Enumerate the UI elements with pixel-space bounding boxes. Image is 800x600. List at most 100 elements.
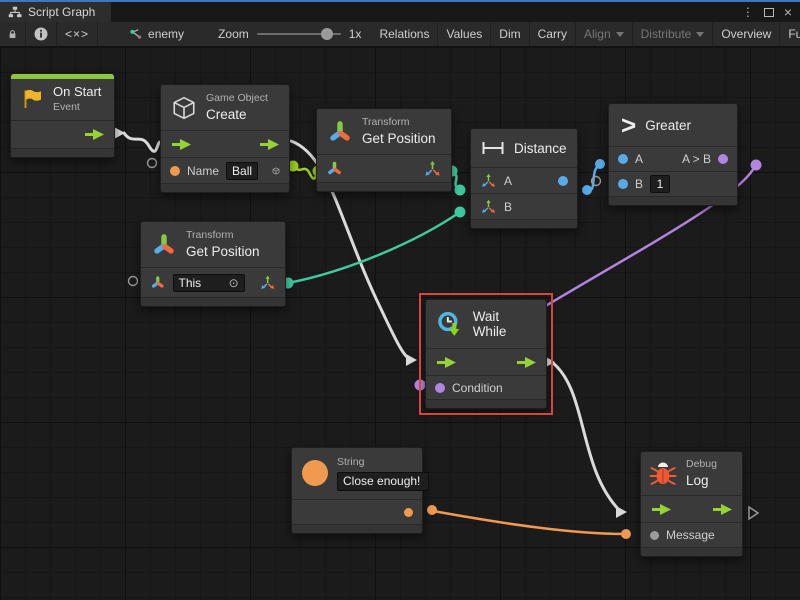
overview-button[interactable]: Overview xyxy=(713,22,781,46)
zoom-label: Zoom xyxy=(218,27,249,41)
node-subtitle: Event xyxy=(53,100,80,113)
port-dot-string[interactable] xyxy=(427,505,437,515)
node-title: Greater xyxy=(645,117,691,133)
transform-icon[interactable] xyxy=(326,160,343,177)
zoom-slider[interactable] xyxy=(256,28,341,40)
wire-create-to-waitwhile[interactable] xyxy=(289,139,413,362)
port-dot-string[interactable] xyxy=(404,507,413,517)
unconnected-port-circle[interactable] xyxy=(590,175,602,187)
flag-icon xyxy=(24,90,41,109)
vector3-icon[interactable] xyxy=(423,159,442,178)
distribute-dropdown[interactable]: Distribute xyxy=(633,22,714,46)
node-footer xyxy=(426,399,546,408)
flow-out-arrow-icon[interactable] xyxy=(83,128,105,141)
window-controls: ⋮ × xyxy=(742,2,800,22)
flow-in-arrow-icon[interactable] xyxy=(435,356,457,369)
node-distance[interactable]: Distance A B xyxy=(470,128,578,229)
vector3-icon[interactable] xyxy=(480,198,497,215)
vector3-icon[interactable] xyxy=(480,172,497,189)
port-dot-float[interactable] xyxy=(558,175,568,186)
port-dot-float[interactable] xyxy=(582,185,592,195)
wire-getpositionmid-to-distance-b[interactable] xyxy=(286,210,462,285)
close-icon[interactable]: × xyxy=(783,4,792,20)
align-dropdown[interactable]: Align xyxy=(576,22,633,46)
flow-out-arrow-icon[interactable] xyxy=(258,138,280,151)
name-input[interactable]: Ball xyxy=(226,161,259,180)
node-string[interactable]: String Close enough! xyxy=(291,447,429,535)
cube-icon xyxy=(173,96,195,119)
unconnected-flow-triangle[interactable] xyxy=(748,505,760,521)
port-b-row: B xyxy=(471,193,577,219)
port-dot-vector3[interactable] xyxy=(454,184,466,196)
node-title: Create xyxy=(206,106,247,122)
node-wait-while[interactable]: Wait While Condition xyxy=(425,299,547,409)
port-dot-boolean[interactable] xyxy=(750,159,762,171)
node-footer xyxy=(471,219,577,228)
graph-reference[interactable]: enemy xyxy=(122,22,190,46)
port-dot-float[interactable] xyxy=(618,179,628,189)
flow-out-arrow-icon[interactable] xyxy=(515,356,537,369)
port-dot-boolean[interactable] xyxy=(414,379,426,391)
vector3-icon[interactable] xyxy=(259,273,276,292)
port-dot-boolean[interactable] xyxy=(435,382,445,393)
carry-button[interactable]: Carry xyxy=(530,22,576,46)
values-button[interactable]: Values xyxy=(438,22,492,46)
node-get-position-mid[interactable]: Transform Get Position This ⊙ xyxy=(140,221,286,308)
port-dot-float[interactable] xyxy=(595,159,605,169)
node-category: Transform xyxy=(186,229,234,241)
dim-button[interactable]: Dim xyxy=(491,22,530,46)
fullscreen-button[interactable]: Full Screen xyxy=(788,27,800,41)
object-picker-icon[interactable]: ⊙ xyxy=(228,275,239,290)
node-category: Debug xyxy=(686,458,717,470)
port-dot-object[interactable] xyxy=(650,530,659,540)
node-footer xyxy=(161,183,289,193)
port-dot-boolean[interactable] xyxy=(718,154,728,164)
node-title: String xyxy=(337,456,365,468)
flow-row xyxy=(11,119,114,148)
string-value-input[interactable]: Close enough! xyxy=(337,471,429,492)
maximize-icon[interactable] xyxy=(763,7,774,17)
code-view-button[interactable]: <×> xyxy=(57,22,99,46)
graph-toolbar: <×> enemy Zoom 1x Relations Values Dim C… xyxy=(0,22,800,47)
node-debug-log[interactable]: Debug Log Message xyxy=(640,451,743,558)
flow-connector-triangle[interactable] xyxy=(114,127,125,139)
kebab-icon[interactable]: ⋮ xyxy=(741,5,754,19)
flow-connector-triangle[interactable] xyxy=(406,354,417,366)
b-value-input[interactable]: 1 xyxy=(650,175,671,193)
zoom-slider-handle[interactable] xyxy=(320,28,333,40)
tab-script-graph[interactable]: Script Graph xyxy=(0,2,112,22)
node-footer xyxy=(641,547,742,557)
flow-connector-triangle[interactable] xyxy=(616,506,627,518)
lock-button[interactable] xyxy=(0,22,26,46)
flow-row xyxy=(641,495,742,522)
port-dot-string[interactable] xyxy=(621,529,631,539)
port-dot-float[interactable] xyxy=(618,154,628,164)
node-footer xyxy=(292,524,422,534)
port-dot-gameobject[interactable] xyxy=(287,160,299,172)
event-accent-bar xyxy=(11,74,114,79)
port-b-row: B 1 xyxy=(609,171,737,196)
node-create[interactable]: Game Object Create Name Ball xyxy=(160,84,290,194)
node-on-start[interactable]: On Start Event xyxy=(10,73,115,158)
zoom-control: Zoom 1x xyxy=(218,22,361,46)
port-dot-vector3[interactable] xyxy=(454,206,466,218)
node-get-position-top[interactable]: Transform Get Position xyxy=(316,108,452,193)
value-row xyxy=(317,154,451,182)
flow-in-arrow-icon[interactable] xyxy=(650,503,672,516)
wire-waitwhile-to-log[interactable] xyxy=(551,361,622,513)
node-title: Log xyxy=(686,472,709,488)
node-greater[interactable]: > Greater A A > B B 1 xyxy=(608,103,738,206)
info-button[interactable] xyxy=(26,22,57,46)
wire-onstart-to-create[interactable] xyxy=(122,131,162,153)
unconnected-port-circle[interactable] xyxy=(127,275,139,287)
unconnected-port-circle[interactable] xyxy=(146,157,158,169)
transform-icon[interactable] xyxy=(150,274,166,291)
wire-string-to-message[interactable] xyxy=(431,509,627,536)
cube-icon[interactable] xyxy=(272,163,280,179)
flow-out-arrow-icon[interactable] xyxy=(711,503,733,516)
relations-button[interactable]: Relations xyxy=(371,22,439,46)
port-dot-string[interactable] xyxy=(170,165,180,176)
flow-in-arrow-icon[interactable] xyxy=(170,138,192,151)
distance-icon xyxy=(482,142,504,154)
target-input[interactable]: This ⊙ xyxy=(172,273,245,292)
